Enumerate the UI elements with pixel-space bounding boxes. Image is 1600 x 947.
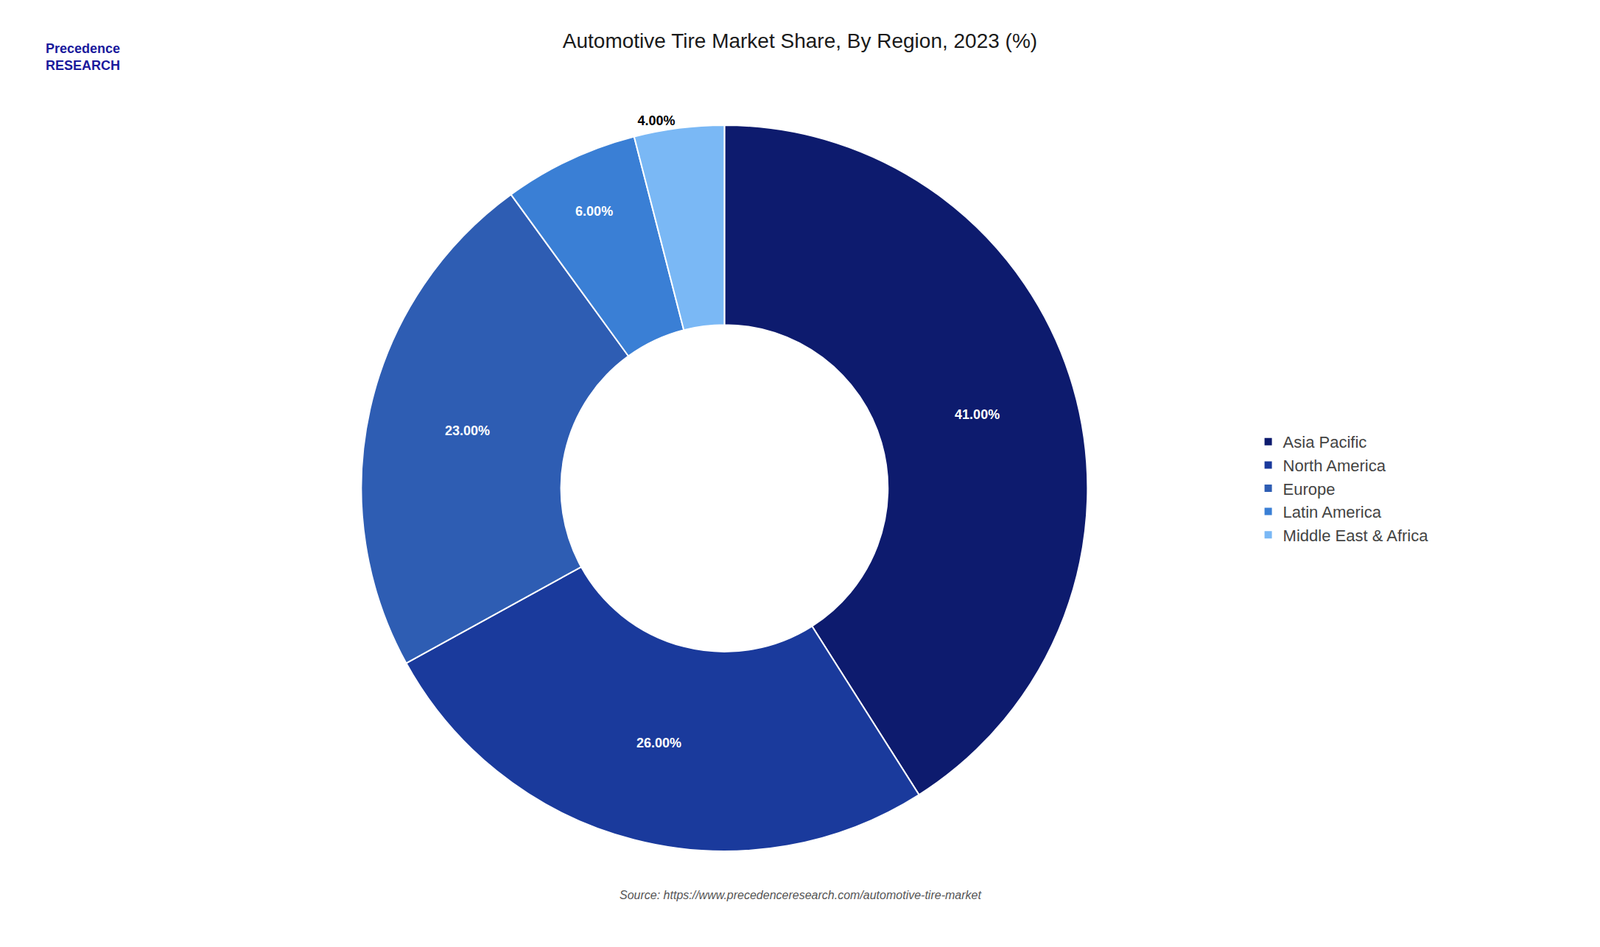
svg-text:North America: North America: [1283, 456, 1387, 476]
svg-text:Source: https://www.precedence: Source: https://www.precedenceresearch.c…: [619, 889, 982, 902]
svg-text:26.00%: 26.00%: [636, 735, 682, 751]
svg-text:PrecedenceRESEARCH: PrecedenceRESEARCH: [45, 41, 121, 73]
svg-text:Europe: Europe: [1283, 480, 1336, 499]
svg-text:Latin America: Latin America: [1283, 503, 1382, 522]
svg-text:41.00%: 41.00%: [954, 407, 1000, 423]
svg-text:6.00%: 6.00%: [575, 204, 613, 219]
svg-text:Middle East & Africa: Middle East & Africa: [1283, 526, 1430, 546]
svg-text:Automotive Tire Market Share,: Automotive Tire Market Share, By Region,…: [562, 29, 1038, 53]
svg-text:4.00%: 4.00%: [637, 113, 676, 129]
svg-text:Asia Pacific: Asia Pacific: [1283, 433, 1368, 452]
svg-text:23.00%: 23.00%: [444, 423, 490, 439]
